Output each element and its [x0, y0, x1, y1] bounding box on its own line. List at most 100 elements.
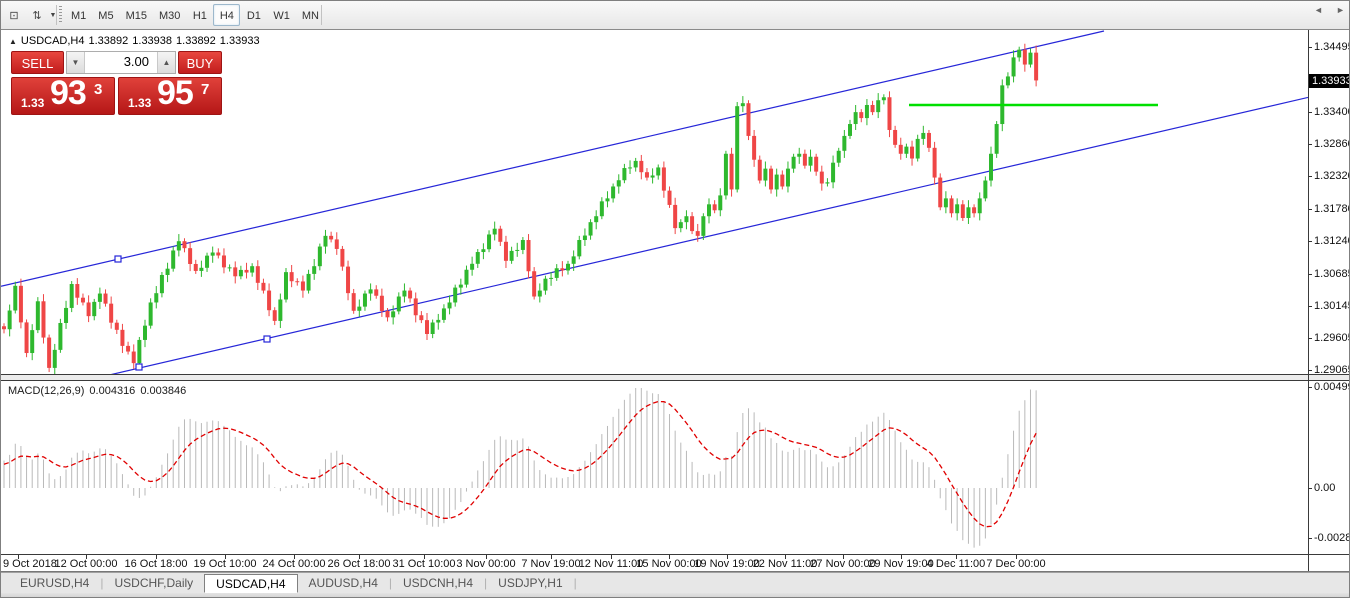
- arrange-windows-icon[interactable]: ⇅: [32, 9, 42, 22]
- axis-tick: [843, 555, 844, 559]
- candle-body: [199, 267, 204, 271]
- price-tick-label: 1.31780: [1314, 203, 1350, 215]
- candle-body: [379, 295, 384, 311]
- panel-splitter[interactable]: [1, 375, 1349, 380]
- candle-body: [560, 268, 565, 271]
- candle-body: [18, 285, 23, 323]
- chart-tab-eurusd-h4[interactable]: EURUSD,H4: [20, 576, 90, 590]
- candle-body: [176, 241, 181, 251]
- time-tick-label: 27 Nov 00:00: [810, 558, 876, 570]
- price-chart-panel[interactable]: ▲ USDCAD,H4 1.33892 1.33938 1.33892 1.33933 S…: [1, 30, 1349, 375]
- candle-body: [673, 204, 678, 229]
- candle-body: [312, 266, 317, 274]
- macd-panel[interactable]: MACD(12,26,9) 0.004316 0.003846: [1, 380, 1349, 555]
- buy-price-tile[interactable]: 1.33 95 7: [118, 74, 222, 115]
- price-tick-label: 1.32860: [1314, 138, 1350, 150]
- candle-body: [785, 168, 790, 187]
- candle-body: [571, 256, 576, 264]
- toolbar-grip[interactable]: [59, 6, 62, 24]
- candle-body: [492, 228, 497, 235]
- timeframe-button-h1[interactable]: H1: [192, 10, 207, 22]
- candle-body: [549, 277, 554, 279]
- axis-tick: [551, 555, 552, 559]
- time-tick-label: 7 Dec 00:00: [986, 558, 1046, 570]
- candle-body: [351, 293, 356, 311]
- candle-body: [532, 271, 537, 297]
- sell-button[interactable]: SELL: [11, 51, 64, 74]
- time-tick-label: 3 Nov 00:00: [456, 558, 516, 570]
- candle-body: [148, 302, 153, 326]
- timeframe-button-m5[interactable]: M5: [98, 10, 114, 22]
- dropdown-caret-icon[interactable]: ▼: [49, 11, 57, 19]
- price-tick-label: 1.30145: [1314, 300, 1350, 312]
- timeframe-button-m30[interactable]: M30: [158, 10, 181, 22]
- sell-price-tile[interactable]: 1.33 93 3: [11, 74, 115, 115]
- time-tick-label: 9 Oct 2018: [3, 558, 57, 570]
- chart-tab-usdcad-h4[interactable]: USDCAD,H4: [204, 574, 298, 593]
- candle-body: [317, 246, 322, 267]
- tab-scroll-left-icon[interactable]: ◄: [1314, 5, 1323, 15]
- timeframe-button-m1[interactable]: M1: [71, 10, 87, 22]
- timeframe-button-m15[interactable]: M15: [125, 10, 147, 22]
- candle-body: [103, 293, 108, 304]
- channel-handle[interactable]: [135, 363, 143, 371]
- channel-handle[interactable]: [263, 335, 271, 343]
- macd-chart-canvas[interactable]: [1, 381, 1308, 554]
- volume-decrease-button[interactable]: ▼: [67, 52, 84, 73]
- tab-scroll-right-icon[interactable]: ►: [1336, 5, 1345, 15]
- candle-body: [881, 97, 886, 101]
- volume-increase-button[interactable]: ▲: [158, 52, 175, 73]
- template-icon[interactable]: ⊡: [9, 9, 19, 22]
- candle-body: [334, 239, 339, 249]
- candle-body: [887, 97, 892, 130]
- candle-body: [391, 311, 396, 318]
- time-tick-label: 29 Nov 19:00: [868, 558, 934, 570]
- candle-body: [272, 310, 277, 321]
- timeframe-button-w1[interactable]: W1: [273, 10, 290, 22]
- candle-body: [188, 248, 193, 264]
- candle-body: [114, 322, 119, 330]
- candle-body: [628, 167, 633, 169]
- candle-body: [143, 325, 147, 340]
- macd-indicator-label: MACD(12,26,9) 0.004316 0.003846: [8, 385, 191, 397]
- axis-tick: [359, 555, 360, 559]
- candle-body: [205, 255, 210, 268]
- sell-price-big: 93: [50, 74, 87, 112]
- chart-tab-usdchf-daily[interactable]: USDCHF,Daily: [114, 576, 194, 590]
- timeframe-button-d1[interactable]: D1: [246, 10, 261, 22]
- candle-body: [622, 168, 627, 181]
- candle-body: [870, 104, 875, 113]
- timeframe-button-h4[interactable]: H4: [213, 4, 241, 26]
- volume-input[interactable]: 3.00: [84, 52, 158, 73]
- macd-signal-line: [3, 400, 1037, 528]
- candle-body: [701, 216, 706, 236]
- price-tick-label: 1.29605: [1314, 332, 1350, 344]
- candle-body: [250, 266, 255, 273]
- axis-tick: [901, 555, 902, 559]
- candle-body: [289, 272, 294, 282]
- channel-handle[interactable]: [114, 255, 122, 263]
- candle-body: [994, 124, 999, 154]
- candle-body: [154, 293, 159, 303]
- candle-body: [515, 249, 520, 251]
- axis-tick: [669, 555, 670, 559]
- candle-body: [137, 339, 142, 364]
- timeframe-button-mn[interactable]: MN: [301, 10, 319, 22]
- buy-price-big: 95: [157, 74, 194, 112]
- candle-body: [746, 103, 751, 136]
- time-tick-label: 26 Oct 18:00: [327, 558, 391, 570]
- candle-body: [808, 156, 813, 166]
- chart-tab-audusd-h4[interactable]: AUDUSD,H4: [308, 576, 378, 590]
- time-axis[interactable]: 9 Oct 2018 12 Oct 00:00 16 Oct 18:00 19 Oct…: [1, 555, 1349, 572]
- candle-body: [436, 319, 441, 323]
- collapse-arrow-icon[interactable]: ▲: [9, 37, 17, 46]
- buy-button[interactable]: BUY: [178, 51, 222, 74]
- time-tick-label: 19 Oct 10:00: [193, 558, 257, 570]
- chart-tab-usdjpy-h1[interactable]: USDJPY,H1: [498, 576, 563, 590]
- channel-lower-line[interactable]: [92, 96, 1308, 374]
- candlestick-chart-canvas[interactable]: [1, 30, 1308, 374]
- candle-body: [41, 301, 46, 338]
- candle-body: [910, 146, 915, 159]
- chart-tab-usdcnh-h4[interactable]: USDCNH,H4: [403, 576, 474, 590]
- candle-body: [24, 322, 29, 354]
